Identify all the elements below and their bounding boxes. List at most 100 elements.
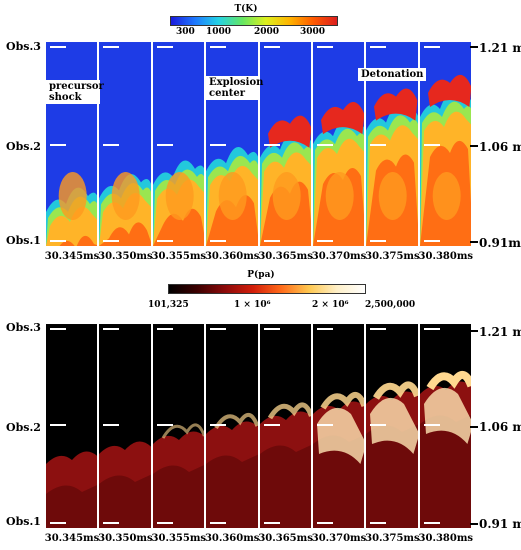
pressure-obs-mark (423, 522, 440, 524)
pressure-obs-mark (210, 424, 227, 426)
pressure-height-tick-mid (470, 426, 478, 428)
pressure-height-top: 1.21 m (479, 325, 521, 339)
pressure-obs-mark (423, 328, 440, 330)
temperature-tick-1000: 1000 (206, 27, 232, 37)
pressure-time-label: 30.370ms (311, 533, 367, 544)
pressure-obs2-label: Obs.2 (6, 421, 41, 434)
temperature-height-bottom: 0.91m (479, 236, 521, 250)
pressure-obs-mark (263, 522, 280, 524)
pressure-time-label: 30.350ms (98, 533, 153, 544)
pressure-colorbar (168, 284, 366, 294)
temperature-obs-mark (370, 240, 387, 242)
temperature-colorbar (170, 16, 338, 26)
temperature-height-tick-mid (470, 145, 478, 147)
temperature-obs-mark (103, 240, 120, 242)
temperature-time-label: 30.360ms (204, 251, 260, 262)
pressure-panel-2 (99, 324, 153, 528)
temperature-time-label: 30.350ms (98, 251, 153, 262)
temperature-obs-mark (210, 240, 227, 242)
temperature-obs-mark (103, 144, 120, 146)
temperature-obs-mark (50, 46, 66, 48)
temperature-panel-1 (46, 42, 100, 246)
pressure-height-tick-bottom (470, 523, 478, 525)
pressure-obs-mark (210, 522, 227, 524)
temperature-panel-6 (313, 42, 367, 246)
pressure-obs3-label: Obs.3 (6, 321, 41, 334)
pressure-obs-mark (103, 424, 120, 426)
pressure-panel-4 (206, 324, 260, 528)
pressure-tick-min: 101,325 (148, 300, 189, 310)
temperature-obs-mark (263, 46, 280, 48)
pressure-height-tick-top (470, 330, 478, 332)
temperature-height-tick-top (470, 46, 478, 48)
pressure-obs-mark (263, 424, 280, 426)
pressure-panel-5 (259, 324, 313, 528)
temperature-obs1-label: Obs.1 (6, 234, 41, 247)
pressure-obs-mark (103, 328, 120, 330)
annotation-precursor-shock: precursor shock (46, 80, 104, 104)
pressure-obs-mark (50, 424, 66, 426)
temperature-tick-2000: 2000 (254, 27, 280, 37)
temperature-panel-3 (152, 42, 207, 246)
pressure-obs-mark (317, 522, 333, 524)
temperature-obs-mark (156, 240, 173, 242)
pressure-panel-1 (46, 324, 100, 528)
pressure-obs-mark (263, 328, 280, 330)
pressure-tick-max: 2,500,000 (365, 300, 416, 310)
pressure-time-label: 30.365ms (258, 533, 313, 544)
pressure-height-mid: 1.06 m (479, 420, 521, 434)
temperature-obs-mark (50, 240, 66, 242)
temperature-colorbar-title: T(K) (234, 4, 258, 14)
temperature-obs-mark (263, 144, 280, 146)
temperature-obs-mark (263, 240, 280, 242)
temperature-time-label: 30.375ms (365, 251, 420, 262)
pressure-obs-mark (156, 522, 173, 524)
temperature-height-mid: 1.06 m (479, 140, 521, 154)
pressure-panel-3 (152, 324, 207, 528)
pressure-obs-mark (317, 328, 333, 330)
temperature-obs-mark (103, 46, 120, 48)
annotation-explosion-center: Explosion center (206, 76, 263, 100)
temperature-obs-mark (317, 46, 333, 48)
pressure-colorbar-title: P(pa) (247, 270, 275, 280)
pressure-obs1-label: Obs.1 (6, 515, 41, 528)
pressure-obs-mark (317, 424, 333, 426)
temperature-obs-mark (370, 46, 387, 48)
temperature-obs-mark (156, 144, 173, 146)
pressure-panel-8 (419, 324, 474, 528)
temperature-obs-mark (156, 46, 173, 48)
pressure-obs-mark (156, 328, 173, 330)
pressure-time-label: 30.380ms (418, 533, 474, 544)
temperature-obs-mark (210, 144, 227, 146)
temperature-obs-mark (317, 240, 333, 242)
pressure-obs-mark (370, 328, 387, 330)
temperature-time-label: 30.370ms (311, 251, 367, 262)
pressure-obs-mark (156, 424, 173, 426)
temperature-obs2-label: Obs.2 (6, 140, 41, 153)
pressure-obs-mark (103, 522, 120, 524)
temperature-time-label: 30.380ms (418, 251, 474, 262)
temperature-tick-3000: 3000 (300, 27, 326, 37)
temperature-obs-mark (50, 144, 66, 146)
temperature-time-label: 30.345ms (44, 251, 100, 262)
temperature-obs-mark (370, 144, 387, 146)
pressure-time-label: 30.360ms (204, 533, 260, 544)
temperature-obs-mark (423, 240, 440, 242)
pressure-obs-mark (50, 328, 66, 330)
pressure-tick-2e6: 2 × 10⁶ (312, 300, 349, 310)
pressure-panel-7 (366, 324, 420, 528)
pressure-tick-1e6: 1 × 10⁶ (234, 300, 271, 310)
temperature-time-label: 30.355ms (151, 251, 207, 262)
pressure-panel-6 (313, 324, 367, 528)
temperature-tick-300: 300 (176, 27, 195, 37)
temperature-obs3-label: Obs.3 (6, 40, 41, 53)
temperature-height-tick-bottom (470, 241, 478, 243)
pressure-height-bottom: 0.91 m (479, 517, 521, 531)
pressure-obs-mark (370, 522, 387, 524)
temperature-height-top: 1.21 m (479, 41, 521, 55)
temperature-obs-mark (423, 144, 440, 146)
pressure-time-label: 30.355ms (151, 533, 207, 544)
temperature-panel-8 (419, 42, 474, 246)
pressure-time-label: 30.375ms (365, 533, 420, 544)
temperature-panel-5 (259, 42, 313, 246)
